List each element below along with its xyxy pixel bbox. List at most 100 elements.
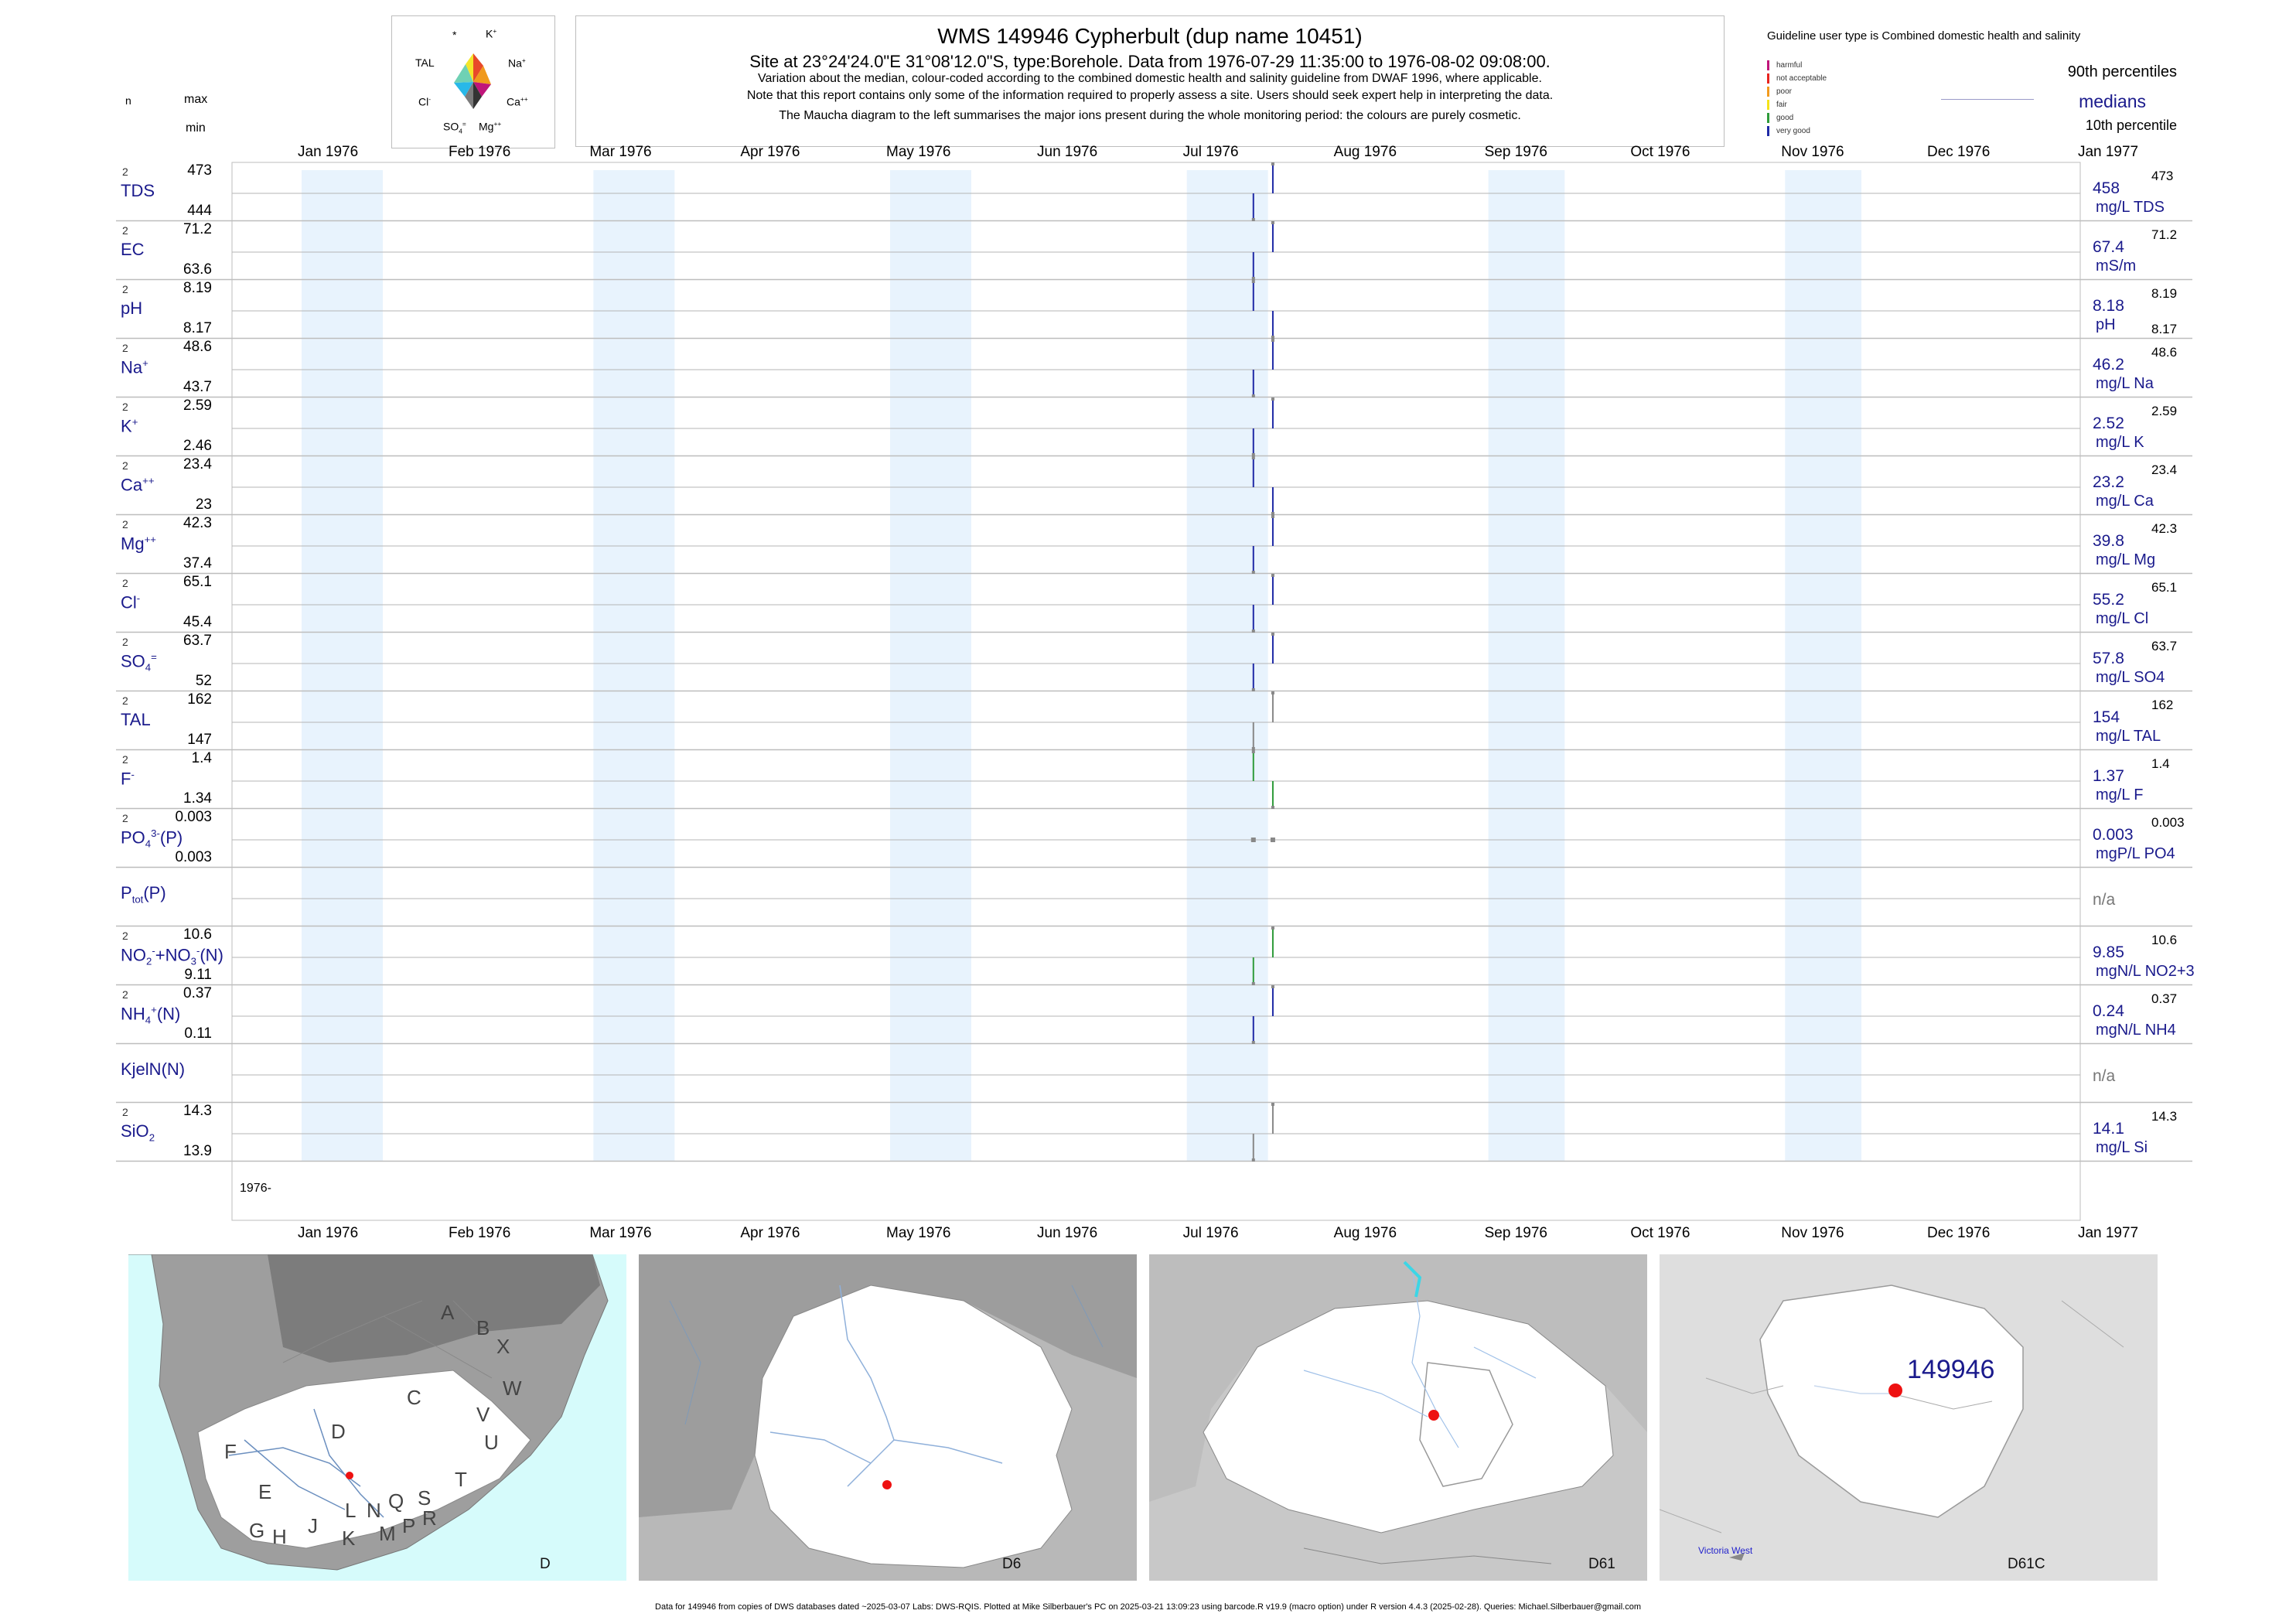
row-max: 473 [187,162,212,179]
legend-class-not-acceptable: not acceptable [1767,72,1875,85]
map-letter-C: C [407,1386,421,1409]
row-min: 52 [195,673,212,689]
row-min: 147 [187,732,212,748]
row-label: EC [121,240,145,260]
legend-swatch [1767,113,1769,123]
row-min: 2.46 [183,438,212,454]
header-max: max [184,93,208,106]
row-min: 23 [195,496,212,513]
right-median: 55.2 [2093,591,2124,609]
legend-class-poor: poor [1767,85,1875,98]
row-label-part: (P) [159,827,183,848]
month-label-bottom: Nov 1976 [1781,1225,1844,1241]
right-max: 1.4 [2151,756,2170,771]
site-label: 149946 [1907,1355,1995,1384]
map-code-D61: D61 [1588,1556,1615,1572]
right-unit: mg/L TDS [2096,199,2165,216]
month-band [302,170,383,1162]
right-unit: mg/L Ca [2096,493,2154,510]
row-count: 2 [122,988,128,1001]
month-label-bottom: Feb 1976 [448,1225,511,1241]
map-letter-M: M [379,1522,396,1545]
row-count: 2 [122,342,128,354]
data-point [1251,750,1255,753]
legend-swatch [1767,73,1769,84]
row-label-part: - [196,945,200,957]
month-band [1488,170,1565,1162]
data-point [1271,515,1274,518]
row-label-part: EC [121,240,145,259]
row-label-part: 2 [146,955,152,967]
row-label-part: Ca [121,475,143,495]
right-median: 23.2 [2093,473,2124,491]
month-label-bottom: Oct 1976 [1630,1225,1690,1241]
legend-class-label: fair [1776,101,1787,109]
legend-class-very-good: very good [1767,125,1875,138]
data-point [1271,512,1274,515]
row-label: Ptot(P) [121,883,166,905]
month-band [593,170,675,1162]
row-min: 444 [187,203,212,219]
month-label-bottom: Dec 1976 [1926,1225,1991,1241]
maucha-star-icon [454,53,491,109]
row-label-part: (P) [143,883,166,902]
row-count: 2 [122,812,128,824]
row-max: 42.3 [183,515,212,531]
row-count: 2 [122,930,128,942]
row-count: 2 [122,459,128,472]
row-min: 9.11 [184,967,212,983]
map-code-D: D [540,1556,551,1572]
data-point [1271,339,1274,342]
data-point [1251,280,1255,283]
month-band [890,170,971,1162]
row-min: 13.9 [183,1143,212,1159]
data-point [1251,982,1255,985]
data-point [1251,1041,1255,1044]
row-label: pH [121,299,142,319]
right-median: 8.18 [2093,297,2124,315]
row-label-part: TDS [121,181,155,200]
legend-swatch [1767,100,1769,110]
legend-class-harmful: harmful [1767,59,1875,72]
right-unit: mg/L Cl [2096,610,2149,627]
time-series-chart: Jan 1976 Jan 1976 Feb 1976 Feb 1976 Mar 1976… [116,144,2195,1241]
row-count: 2 [122,694,128,707]
right-unit: mg/L SO4 [2096,669,2165,686]
map-letter-A: A [441,1301,455,1324]
month-band [1186,170,1268,1162]
right-min: 8.17 [2151,322,2178,336]
maucha-label-star: * [452,29,457,41]
data-point [1271,633,1274,636]
row-label-part: + [142,357,148,369]
right-na: n/a [2093,1067,2116,1085]
row-label-part: Mg [121,534,145,554]
row-label-part: - [152,945,155,957]
map-letter-E: E [258,1480,272,1503]
row-min: 8.17 [183,320,212,336]
southern-africa-map [128,1254,609,1571]
right-unit: mg/L F [2096,786,2144,803]
row-label-part: (N) [156,1004,181,1024]
map-letter-H: H [272,1525,287,1548]
data-point [1271,574,1274,577]
data-point [1251,571,1255,574]
right-max: 48.6 [2151,345,2178,360]
legend-medians: medians [2079,91,2146,111]
row-label: K+ [121,416,138,436]
map-letter-L: L [345,1499,357,1522]
row-label-part: Na [121,357,143,377]
row-max: 2.59 [183,397,212,414]
row-count: 2 [122,636,128,648]
month-label-bottom: Jan 1976 [298,1225,359,1241]
row-label-part: 4 [145,838,152,850]
row-label-part: +NO [155,945,191,965]
row-label-part: SiO [121,1121,149,1141]
note-3: The Maucha diagram to the left summarise… [779,109,1521,122]
right-unit: mg/L K [2096,434,2144,451]
right-max: 42.3 [2151,521,2178,536]
right-max: 0.003 [2151,815,2185,830]
row-label: NO2-+NO3-(N) [121,945,223,967]
row-label-part: 3 [190,955,196,967]
right-unit: mg/L TAL [2096,728,2161,745]
month-label-bottom: May 1976 [886,1225,951,1241]
